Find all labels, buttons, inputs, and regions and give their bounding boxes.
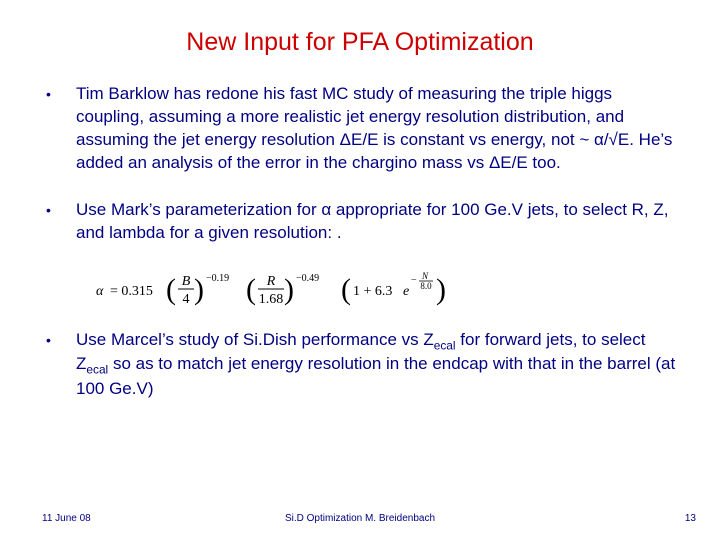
bullet-list: Tim Barklow has redone his fast MC study… [40,83,680,245]
formula-svg: α = 0.315 ( B 4 ) −0.19 ( R 1.68 [96,269,476,311]
svg-text:α: α [96,284,104,299]
svg-text:4: 4 [183,292,190,307]
formula-B: B [182,274,191,289]
svg-text:(: ( [246,273,256,306]
bullet-item: Tim Barklow has redone his fast MC study… [76,83,680,175]
svg-text:): ) [284,273,294,306]
svg-text:−0.19: −0.19 [206,273,229,284]
slide: New Input for PFA Optimization Tim Barkl… [0,0,720,540]
formula: α = 0.315 ( B 4 ) −0.19 ( R 1.68 [96,269,680,311]
svg-text:e: e [403,284,409,299]
footer-center: Si.D Optimization M. Breidenbach [0,513,720,524]
bullet-item: Use Mark’s parameterization for α approp… [76,199,680,245]
svg-text:−0.49: −0.49 [296,273,319,284]
svg-text:1 + 6.3: 1 + 6.3 [353,284,392,299]
svg-text:= 0.315: = 0.315 [110,284,153,299]
slide-footer: 11 June 08 Si.D Optimization M. Breidenb… [0,513,720,524]
svg-text:(: ( [166,273,176,306]
svg-text:8.0: 8.0 [420,281,432,291]
svg-text:): ) [436,273,446,306]
svg-text:N: N [421,271,429,281]
footer-page-number: 13 [685,513,696,524]
bullet-item: Use Marcel’s study of Si.Dish performanc… [76,329,680,401]
svg-text:1.68: 1.68 [259,292,284,307]
bullet-list-2: Use Marcel’s study of Si.Dish performanc… [40,329,680,401]
svg-text:−: − [411,275,417,286]
slide-title: New Input for PFA Optimization [40,28,680,57]
footer-date: 11 June 08 [42,513,91,524]
svg-text:(: ( [341,273,351,306]
svg-text:): ) [194,273,204,306]
svg-text:R: R [266,274,276,289]
